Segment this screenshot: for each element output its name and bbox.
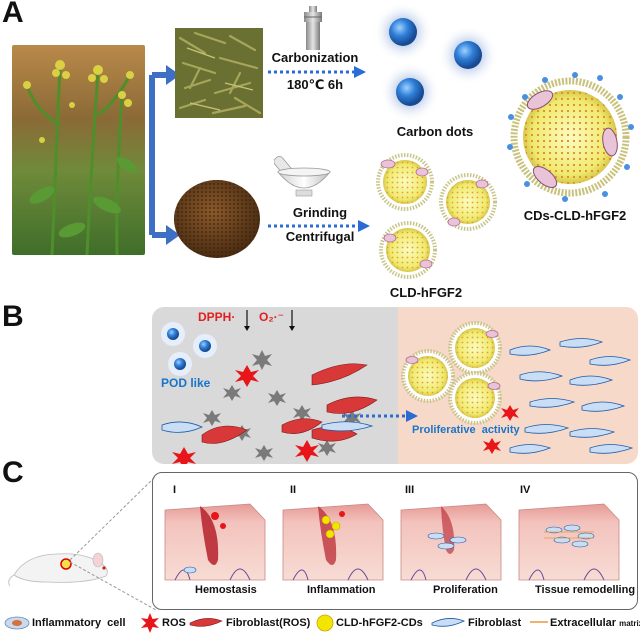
wound-stages [164, 503, 620, 581]
legend-cld-cds-label: CLD-hFGF2-CDs [336, 617, 423, 629]
carbonization-label: Carbonization [271, 50, 359, 65]
legend-ecm-text: Extracellular [550, 617, 617, 629]
stage-remodelling-tile [518, 503, 620, 581]
proliferative-arrow [342, 410, 418, 422]
carbon-dots-label: Carbon dots [396, 124, 474, 139]
pod-dots-illustration [161, 322, 217, 376]
legend-inflammatory-icon [4, 616, 30, 630]
centrifugal-label: Centrifugal [285, 229, 355, 244]
stage-inflammation-tile [282, 503, 384, 581]
legend-fibroblast-label: Fibroblast [468, 617, 522, 629]
carbonization-arrow [268, 66, 366, 78]
cld-vesicle [379, 221, 437, 279]
composite-label: CDs-CLD-hFGF2 [523, 208, 627, 223]
carbonization-condition: 180℃ 6h [286, 77, 344, 92]
legend-ros-icon [141, 613, 159, 633]
cld-label: CLD-hFGF2 [389, 285, 463, 300]
dpph-label: DPPH· [198, 310, 236, 324]
panel-b-left-cells [161, 350, 378, 464]
plant-photo [12, 45, 145, 255]
stage-proliferation-tile [400, 503, 502, 581]
grinding-arrow [268, 220, 370, 232]
stage-1-title: Hemostasis [195, 584, 257, 596]
seeds-photo [172, 178, 262, 260]
stage-4-title: Tissue remodelling [535, 584, 636, 596]
branch-arrows [149, 65, 180, 245]
panel-c-letter: C [2, 456, 24, 489]
pod-label: POD like [161, 376, 211, 390]
stage-hemostasis-tile [164, 503, 266, 581]
stage-3-numeral: III [405, 484, 415, 496]
cld-vesicles-illustration [376, 153, 497, 279]
panel-b-right-fibroblasts [483, 338, 634, 454]
legend-fibroblast-icon [431, 618, 466, 627]
stage-3-title: Proliferation [433, 584, 498, 596]
legend-ros-label: ROS [162, 617, 186, 629]
cld-vesicle [439, 173, 497, 231]
stage-1-numeral: I [173, 484, 177, 496]
grinding-label: Grinding [292, 205, 348, 220]
proliferative-label: Proliferative activity [412, 424, 520, 436]
zoom-lines [69, 475, 157, 611]
scavenge-arrows [244, 310, 295, 331]
cld-vesicle [376, 153, 434, 211]
cld-vesicle [448, 321, 502, 375]
legend-ecm-subtext: matrix [619, 619, 640, 628]
cld-vesicle [448, 371, 502, 425]
cds-cld-composite-illustration [507, 72, 634, 202]
dried-leaves-photo [175, 28, 263, 118]
panel-c-frame [152, 472, 638, 610]
legend-cld-cds-icon [316, 614, 334, 632]
carbon-dots-illustration [373, 2, 498, 122]
legend-fibroblast-ros-label: Fibroblast(ROS) [226, 617, 311, 629]
panel-b-right-vesicles [401, 321, 502, 425]
stage-2-numeral: II [290, 484, 297, 496]
stage-4-numeral: IV [520, 484, 531, 496]
legend-fibroblast-ros-icon [189, 618, 223, 627]
panel-b-left-background [152, 307, 398, 464]
legend-inflammatory-label: Inflammatory cell [32, 617, 126, 629]
panel-a-letter: A [2, 0, 24, 29]
mouse-illustration [8, 552, 108, 587]
panel-b-letter: B [2, 300, 24, 333]
mortar-pestle-icon [274, 155, 331, 197]
legend-ecm-label: Extracellular matrix [550, 617, 640, 629]
cld-vesicle [401, 349, 455, 403]
stage-2-title: Inflammation [307, 584, 376, 596]
autoclave-icon [304, 6, 322, 50]
o2-label: O₂·⁻ [259, 310, 284, 324]
legend-ecm-icon [530, 621, 548, 623]
